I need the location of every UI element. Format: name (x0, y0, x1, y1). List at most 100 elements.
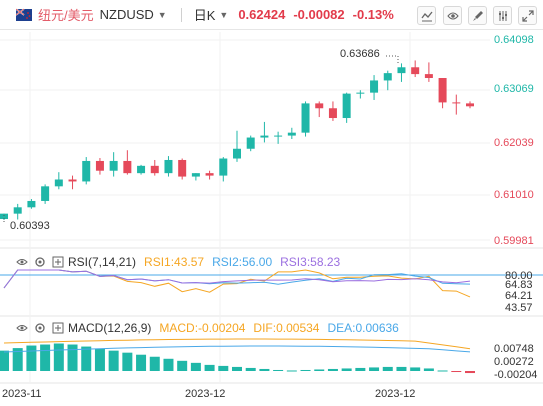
y-tick: 0.62039 (494, 137, 534, 149)
chevron-down-icon[interactable]: ▼ (157, 9, 167, 20)
y-tick: 0.64098 (494, 34, 534, 46)
last-price: 0.62424 (238, 7, 286, 22)
macd-bar (136, 354, 147, 371)
candle-body (233, 148, 241, 159)
rsi-y-tick: 64.83 (505, 279, 533, 291)
expand-icon (521, 9, 534, 22)
rsi1-value: RSI1:43.57 (144, 255, 205, 269)
macd-y-tick: 0.00748 (494, 343, 534, 355)
macd-bar (26, 345, 37, 371)
macd-bar (465, 371, 475, 374)
indicator-icon (420, 11, 433, 21)
macd-bar (67, 344, 78, 371)
add-box-icon[interactable] (52, 256, 64, 268)
draw-button[interactable] (468, 6, 487, 25)
macd-bar (232, 366, 242, 371)
candle-body (424, 74, 433, 79)
settings-button[interactable] (493, 6, 512, 25)
candle-body (260, 135, 269, 138)
rsi-y-tick: 43.57 (505, 302, 533, 314)
candle-body (109, 160, 118, 171)
eye-icon[interactable] (16, 256, 28, 268)
chevron-down-icon[interactable]: ▼ (219, 9, 229, 20)
macd-bar (81, 346, 92, 371)
gear-icon[interactable] (34, 256, 46, 268)
dif-line (3, 338, 471, 350)
macd-bar (396, 366, 407, 371)
macd-name: MACD(12,26,9) (68, 321, 152, 335)
rsi-legend: RSI(7,14,21) RSI1:43.57 RSI2:56.00 RSI3:… (0, 254, 340, 270)
rsi2-value: RSI2:56.00 (212, 255, 273, 269)
symbol-selector[interactable]: NZDUSD (99, 7, 154, 22)
candle-body (54, 179, 63, 187)
macd-bar (0, 350, 9, 371)
fullscreen-button[interactable] (518, 6, 537, 25)
dea-value: DEA:0.00636 (327, 321, 399, 335)
candle-body (0, 213, 8, 220)
macd-bar (163, 358, 174, 371)
rsi-series-line (3, 269, 471, 289)
price-change-pct: -0.13% (352, 7, 394, 22)
macd-bar (108, 350, 119, 371)
rsi-y-tick: 64.21 (505, 290, 533, 302)
candle-body (137, 165, 146, 174)
macd-bar (190, 362, 201, 371)
period-selector[interactable]: 日K (193, 8, 216, 23)
macd-y-tick: 0.00272 (494, 356, 534, 368)
candle-body (438, 78, 447, 103)
candle-body (150, 165, 159, 174)
candle-body (356, 92, 365, 94)
macd-bar (122, 352, 133, 371)
quote-header: 纽元/美元 NZDUSD ▼ 日K ▼ 0.62424 -0.00082 -0.… (0, 0, 543, 30)
add-box-icon[interactable] (52, 322, 64, 334)
candle-body (178, 159, 187, 177)
dif-value: DIF:0.00534 (253, 321, 320, 335)
candle-body (95, 160, 104, 171)
pair-name: 纽元/美元 (38, 8, 94, 23)
macd-bar (451, 371, 462, 373)
macd-bar (437, 370, 448, 372)
candle-body (27, 200, 36, 208)
candle-body (315, 103, 324, 109)
nz-flag-icon (16, 7, 32, 21)
eye-icon (446, 12, 459, 19)
macd-bar (245, 367, 256, 371)
macd-bar (300, 369, 311, 371)
macd-bar (423, 368, 434, 371)
candle-body (41, 186, 50, 201)
price-change: -0.00082 (293, 7, 345, 22)
y-tick: 0.59981 (494, 235, 534, 247)
macd-bar (53, 343, 64, 371)
candle-body (452, 102, 461, 104)
macd-bar (12, 348, 23, 371)
candle-body (370, 80, 379, 93)
macd-bar (369, 367, 380, 371)
eye-icon[interactable] (16, 322, 28, 334)
visibility-button[interactable] (443, 6, 462, 25)
high-marker (386, 55, 399, 64)
macd-bar (94, 348, 105, 371)
candle-body (411, 67, 420, 75)
macd-bar (286, 370, 297, 372)
macd-bar (149, 356, 160, 371)
settings-icon (498, 10, 507, 21)
brush-icon (472, 10, 483, 21)
dea-line (3, 345, 471, 353)
y-tick: 0.61010 (494, 189, 534, 201)
x-tick: 2023-12 (375, 388, 416, 400)
candle-body (397, 67, 406, 74)
candle-body (383, 73, 392, 81)
macd-bar (218, 365, 229, 371)
macd-bar (327, 368, 338, 371)
indicator-button[interactable] (417, 6, 436, 25)
gear-icon[interactable] (34, 322, 46, 334)
candle-body (287, 132, 296, 136)
macd-bar (382, 366, 393, 371)
candle-body (205, 173, 214, 176)
macd-bar (314, 369, 325, 371)
macd-bar (40, 344, 51, 371)
candle-body (274, 135, 283, 137)
rsi-y-tick: 80.00 (505, 270, 533, 282)
